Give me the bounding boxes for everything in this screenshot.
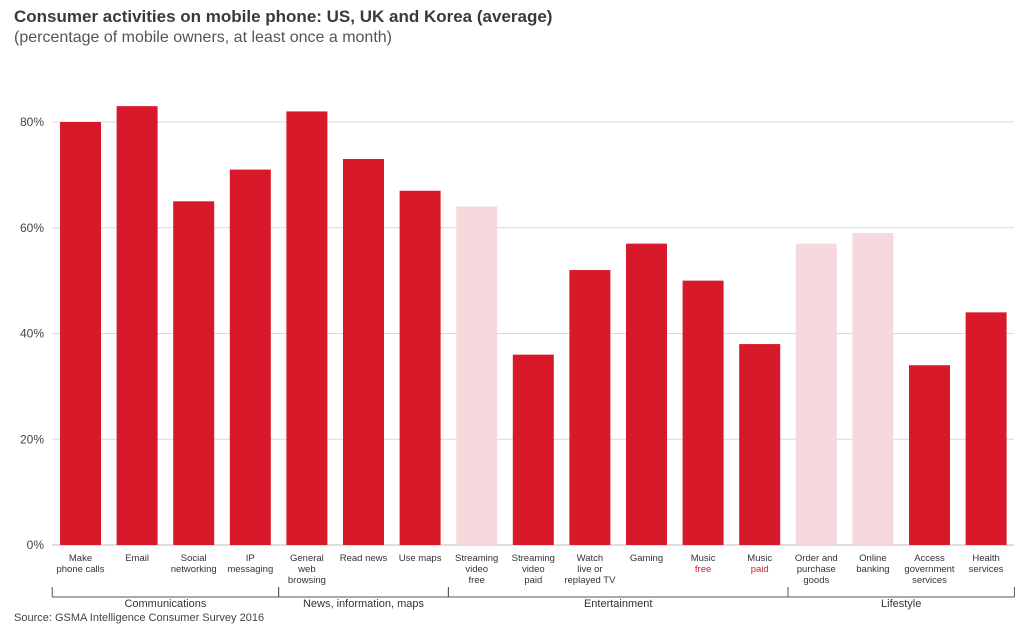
bar (739, 344, 781, 545)
bar (626, 243, 667, 546)
group-label: News, information, maps (303, 598, 425, 610)
x-tick-label: Streaming (455, 553, 498, 564)
bar (173, 201, 215, 545)
x-tick-label: Watch (577, 553, 604, 564)
x-tick-label: video (522, 564, 545, 575)
bar (286, 111, 328, 546)
x-tick-label: services (969, 564, 1004, 575)
x-tick-label: Email (125, 553, 149, 564)
x-tick-label: Access (914, 553, 945, 564)
bars (60, 106, 1007, 546)
x-tick-label: Online (859, 553, 886, 564)
x-tick-label: Streaming (512, 553, 555, 564)
x-tick-label: Gaming (630, 553, 663, 564)
category-groups: Communications News, information, maps Ent… (51, 587, 1015, 610)
x-tick-label: paid (751, 564, 769, 575)
bar (909, 365, 950, 545)
x-tick-label: free (695, 564, 711, 575)
x-tick-label: government (904, 564, 955, 575)
x-tick-label: browsing (288, 575, 326, 586)
bar (399, 190, 441, 546)
bar (965, 312, 1007, 545)
y-tick-label: 80% (20, 115, 44, 129)
bar (343, 159, 384, 545)
bar (795, 243, 837, 546)
chart-title: Consumer activities on mobile phone: US,… (14, 7, 553, 26)
x-tick-label: free (469, 575, 485, 586)
x-tick-label: Read news (340, 553, 388, 564)
bar (569, 270, 611, 545)
x-tick-label: General (290, 553, 324, 564)
bar (229, 169, 271, 545)
y-tick-label: 0% (27, 538, 45, 552)
x-tick-label: services (912, 575, 947, 586)
x-tick-label: Social (181, 553, 207, 564)
x-tick-label: Music (747, 553, 772, 564)
x-tick-label: paid (524, 575, 542, 586)
bar (60, 122, 101, 545)
x-tick-label: video (465, 564, 488, 575)
x-tick-label: messaging (227, 564, 273, 575)
y-tick-label: 60% (20, 221, 44, 235)
group-label: Entertainment (584, 598, 652, 610)
x-tick-label: replayed TV (564, 575, 616, 586)
x-tick-label: purchase (797, 564, 836, 575)
group-label: Lifestyle (881, 598, 921, 610)
x-tick-label: goods (803, 575, 829, 586)
x-tick-label: phone calls (56, 564, 104, 575)
x-tick-label: banking (856, 564, 889, 575)
chart-subtitle: (percentage of mobile owners, at least o… (14, 29, 392, 46)
bar (456, 206, 498, 545)
x-tick-label: live or (577, 564, 602, 575)
x-tick-label: Make (69, 553, 92, 564)
x-tick-label: web (297, 564, 315, 575)
x-tick-label: IP (246, 553, 255, 564)
x-tick-label: Health (972, 553, 999, 564)
bar (512, 354, 554, 545)
y-tick-label: 40% (20, 327, 44, 341)
x-tick-label: Music (691, 553, 716, 564)
source-note: Source: GSMA Intelligence Consumer Surve… (14, 612, 265, 624)
group-label: Communications (124, 598, 206, 610)
x-tick-label: Use maps (399, 553, 442, 564)
y-tick-label: 20% (20, 432, 44, 446)
x-tick-label: networking (171, 564, 217, 575)
x-tick-label: Order and (795, 553, 838, 564)
bar (682, 280, 724, 545)
bar (116, 106, 158, 545)
bar (852, 233, 894, 545)
